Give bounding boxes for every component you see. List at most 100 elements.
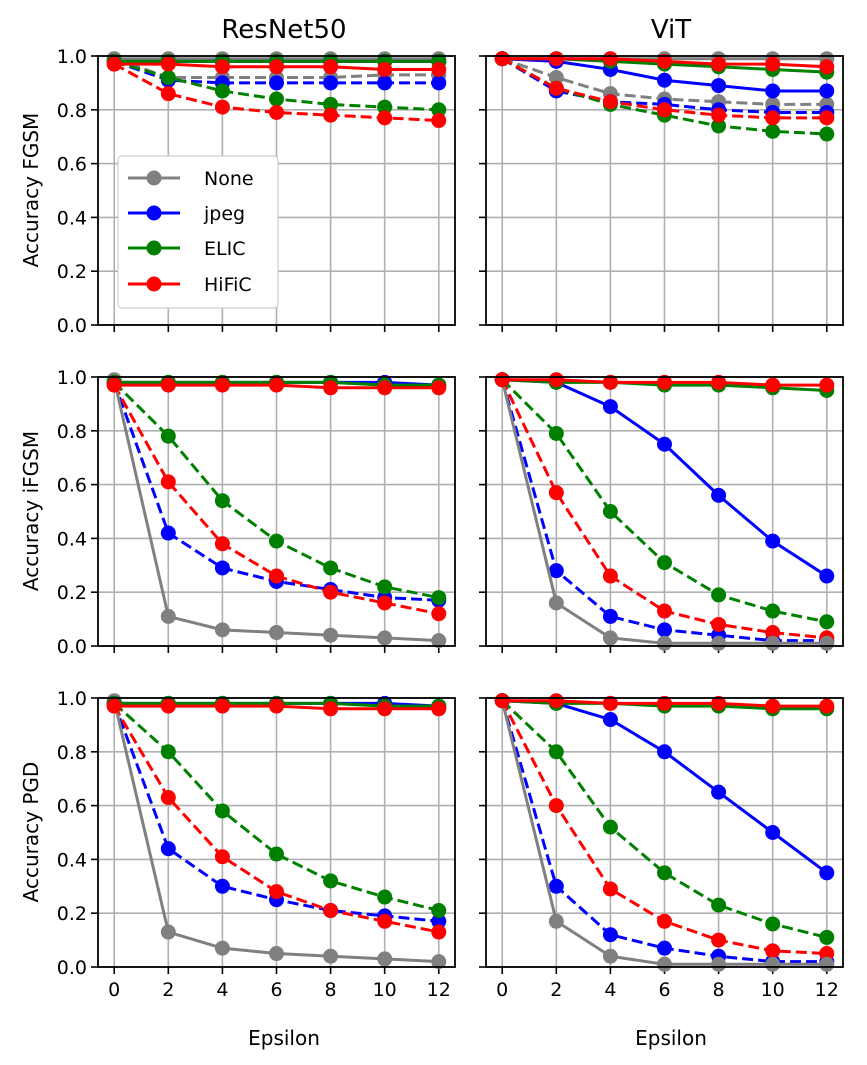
data-point-none [657, 956, 672, 972]
data-point-jpeg [711, 78, 727, 94]
series-hific-solid [106, 56, 447, 77]
column-title-vit: ViT [651, 15, 691, 45]
data-point-hific [494, 372, 510, 388]
data-point-jpeg [160, 525, 176, 541]
data-point-hific [494, 693, 510, 709]
legend-marker-jpeg [146, 205, 162, 221]
data-point-hific [711, 374, 727, 390]
data-point-elic [214, 803, 230, 819]
data-point-hific [160, 474, 176, 490]
data-point-hific [657, 374, 672, 390]
data-point-elic [160, 744, 176, 760]
data-point-hific [765, 943, 781, 959]
x-tick-label: 10 [373, 979, 397, 1001]
data-point-none [160, 608, 176, 624]
x-tick-label: 8 [325, 979, 337, 1001]
data-point-hific [657, 53, 672, 69]
data-point-jpeg [657, 744, 672, 760]
data-point-jpeg [711, 487, 727, 503]
data-point-none [269, 946, 284, 962]
data-point-hific [819, 59, 835, 75]
data-point-hific [214, 698, 230, 714]
legend-entry-jpeg: jpeg [128, 203, 245, 225]
data-point-jpeg [765, 825, 781, 840]
data-point-hific [323, 903, 339, 919]
series-none-solid [106, 372, 447, 649]
xlabel-left: Epsilon [248, 1026, 320, 1050]
data-point-elic [548, 425, 564, 441]
y-tick-label: 1.0 [57, 367, 87, 389]
data-point-hific [431, 61, 447, 77]
panel-resnet50-pgd: 0 2 4 6 8 10 12 0.0 0.2 0.4 0.6 0.8 1.0 [57, 688, 456, 1001]
data-point-elic [269, 533, 284, 549]
data-point-hific [377, 913, 393, 929]
data-point-elic [819, 929, 835, 945]
y-tick-label: 0.2 [57, 903, 87, 925]
data-point-none [819, 956, 835, 972]
data-point-elic [657, 865, 672, 881]
axes-frame [97, 55, 456, 326]
y-tick-label: 1.0 [57, 46, 87, 68]
y-tick-label: 0.6 [57, 154, 87, 176]
data-point-hific [548, 372, 564, 388]
data-point-elic [819, 126, 835, 142]
axes-frame [97, 376, 456, 647]
legend-marker-none [146, 170, 162, 186]
data-point-jpeg [711, 784, 727, 800]
data-point-jpeg [765, 83, 781, 99]
data-point-jpeg [214, 878, 230, 894]
series-elic-dashed [494, 372, 835, 630]
x-tick-label: 6 [658, 979, 670, 1001]
data-point-jpeg [160, 841, 176, 857]
x-tick-label: 6 [270, 979, 282, 1001]
data-point-elic [160, 428, 176, 444]
data-point-hific [657, 102, 672, 118]
data-point-elic [711, 587, 727, 603]
legend-label-jpeg: jpeg [203, 203, 245, 225]
data-point-hific [548, 485, 564, 501]
series-elic-dashed [106, 53, 447, 118]
data-point-elic [431, 590, 447, 606]
legend-entry-none: None [128, 168, 254, 190]
data-point-hific [765, 625, 781, 641]
data-point-hific [711, 56, 727, 72]
data-point-jpeg [602, 399, 618, 415]
data-point-hific [711, 107, 727, 123]
data-point-hific [269, 377, 284, 393]
series-hific-solid [106, 698, 447, 717]
data-point-jpeg [431, 913, 447, 929]
y-tick-label: 0.4 [57, 849, 87, 871]
data-point-none [323, 627, 339, 643]
data-point-hific [819, 110, 835, 126]
data-point-hific [765, 377, 781, 393]
axes-frame [485, 55, 844, 326]
series-hific-solid [494, 372, 835, 393]
data-point-elic [711, 118, 727, 134]
data-point-hific [765, 698, 781, 714]
data-point-elic [819, 614, 835, 630]
data-point-hific [657, 913, 672, 929]
y-tick-label: 0.0 [57, 315, 87, 337]
data-point-elic [377, 889, 393, 905]
data-point-hific [323, 584, 339, 600]
data-point-hific [602, 881, 618, 897]
data-point-none [548, 595, 564, 611]
data-point-hific [711, 932, 727, 948]
data-point-hific [494, 51, 510, 67]
data-point-elic [214, 83, 230, 99]
data-point-jpeg [657, 72, 672, 88]
panels-group: 0.0 0.2 0.4 0.6 0.8 1.0 0.0 0.2 0.4 0.6 0.8 1.0 0 2 4 6… [57, 46, 844, 1001]
legend-entry-hific: HiFiC [128, 274, 252, 296]
data-point-elic [602, 819, 618, 835]
data-point-hific [431, 701, 447, 717]
data-point-hific [160, 377, 176, 393]
legend: None jpeg ELIC HiFiC [117, 155, 279, 309]
data-point-hific [106, 56, 122, 72]
data-point-none [548, 913, 564, 929]
data-point-none [819, 635, 835, 651]
data-point-jpeg [819, 83, 835, 99]
data-point-hific [431, 924, 447, 940]
data-point-elic [431, 102, 447, 118]
y-tick-label: 0.2 [57, 261, 87, 283]
data-point-jpeg [657, 436, 672, 452]
